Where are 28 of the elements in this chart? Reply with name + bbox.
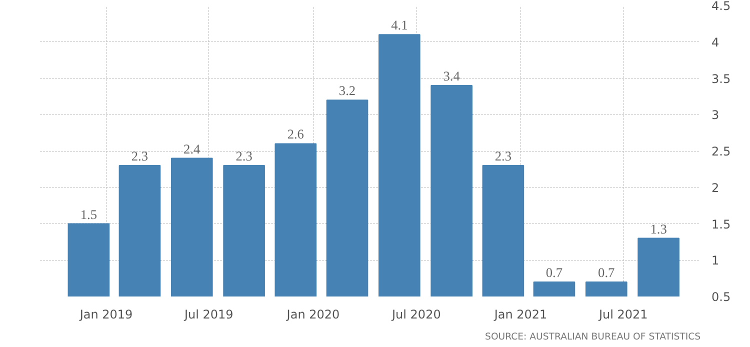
x-tick-label: Jul 2021	[598, 308, 648, 322]
y-tick-label: 1	[712, 254, 720, 268]
source-note: SOURCE: AUSTRALIAN BUREAU OF STATISTICS	[485, 332, 701, 342]
x-tick-label: Jan 2019	[78, 308, 133, 322]
x-tick-label: Jan 2020	[286, 308, 340, 322]
data-label: 2.6	[287, 126, 304, 142]
data-label: 0.7	[546, 264, 563, 280]
data-label: 2.3	[236, 148, 253, 164]
data-label: 1.3	[650, 221, 668, 236]
y-tick-label: 4.5	[712, 0, 731, 13]
y-tick-label: 1.5	[712, 217, 731, 232]
y-tick-label: 2.5	[712, 144, 731, 158]
y-tick-label: 3	[712, 108, 720, 122]
data-label: 3.2	[338, 83, 356, 98]
y-tick-label: 3.5	[712, 72, 731, 86]
data-label: 3.4	[443, 68, 460, 84]
data-label: 0.7	[598, 264, 616, 280]
x-tick-label: Jan 2021	[493, 308, 548, 322]
data-label: 2.3	[131, 148, 148, 164]
y-tick-label: 2	[712, 180, 720, 195]
data-label: 4.1	[391, 18, 408, 33]
x-tick-label: Jul 2020	[391, 308, 441, 322]
data-label: 1.5	[80, 206, 98, 222]
data-label: 2.4	[184, 141, 201, 156]
x-tick-label: Jul 2019	[183, 308, 234, 322]
y-tick-label: 0.5	[712, 290, 731, 304]
y-tick-label: 4	[712, 35, 720, 50]
data-label: 2.3	[494, 148, 512, 164]
